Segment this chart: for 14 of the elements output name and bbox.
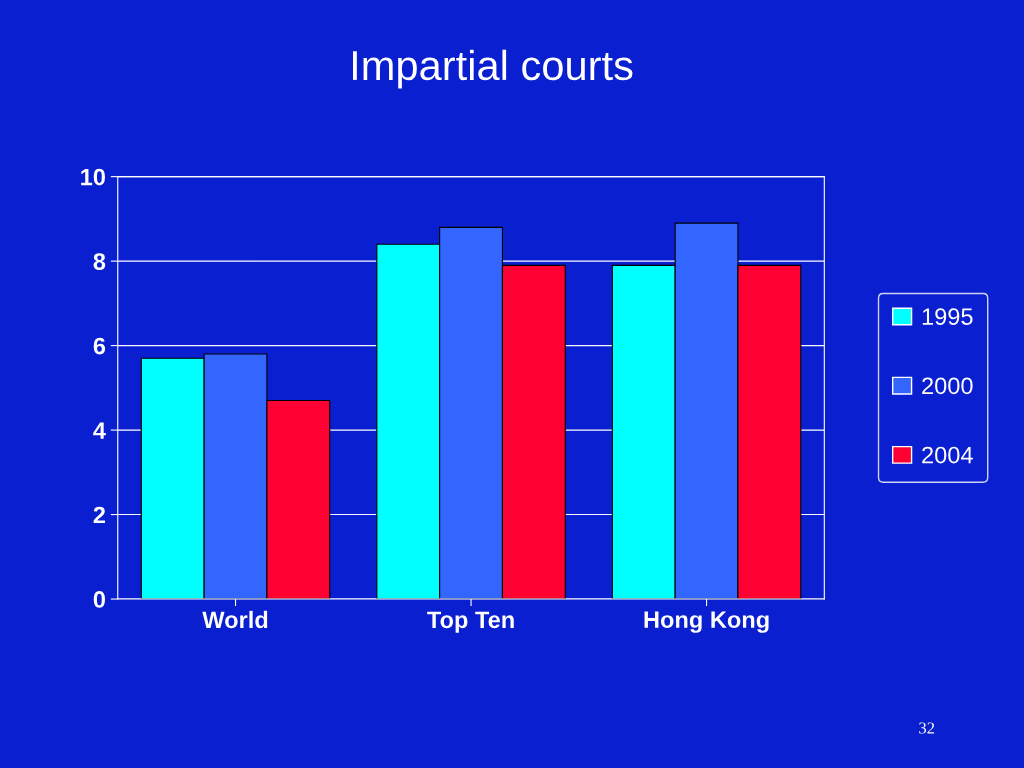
text: 32 xyxy=(919,722,935,734)
x-tick-label: Top Ten xyxy=(427,611,514,633)
y-tick-label: 4 xyxy=(93,422,106,439)
x-tick-label: World xyxy=(202,610,268,629)
legend-label: 1995 xyxy=(922,308,973,325)
y-tick-label: 10 xyxy=(81,168,105,186)
chart-title: Impartial courts xyxy=(352,49,633,89)
x-tick-label: Hong Kong xyxy=(644,611,769,633)
legend-label: 2000 xyxy=(922,377,973,395)
y-tick-label: 2 xyxy=(93,506,106,524)
y-tick-label: 6 xyxy=(93,337,106,355)
y-tick-label: 0 xyxy=(93,591,105,608)
legend-label: 2004 xyxy=(922,446,973,464)
y-tick-label: 8 xyxy=(93,253,106,270)
